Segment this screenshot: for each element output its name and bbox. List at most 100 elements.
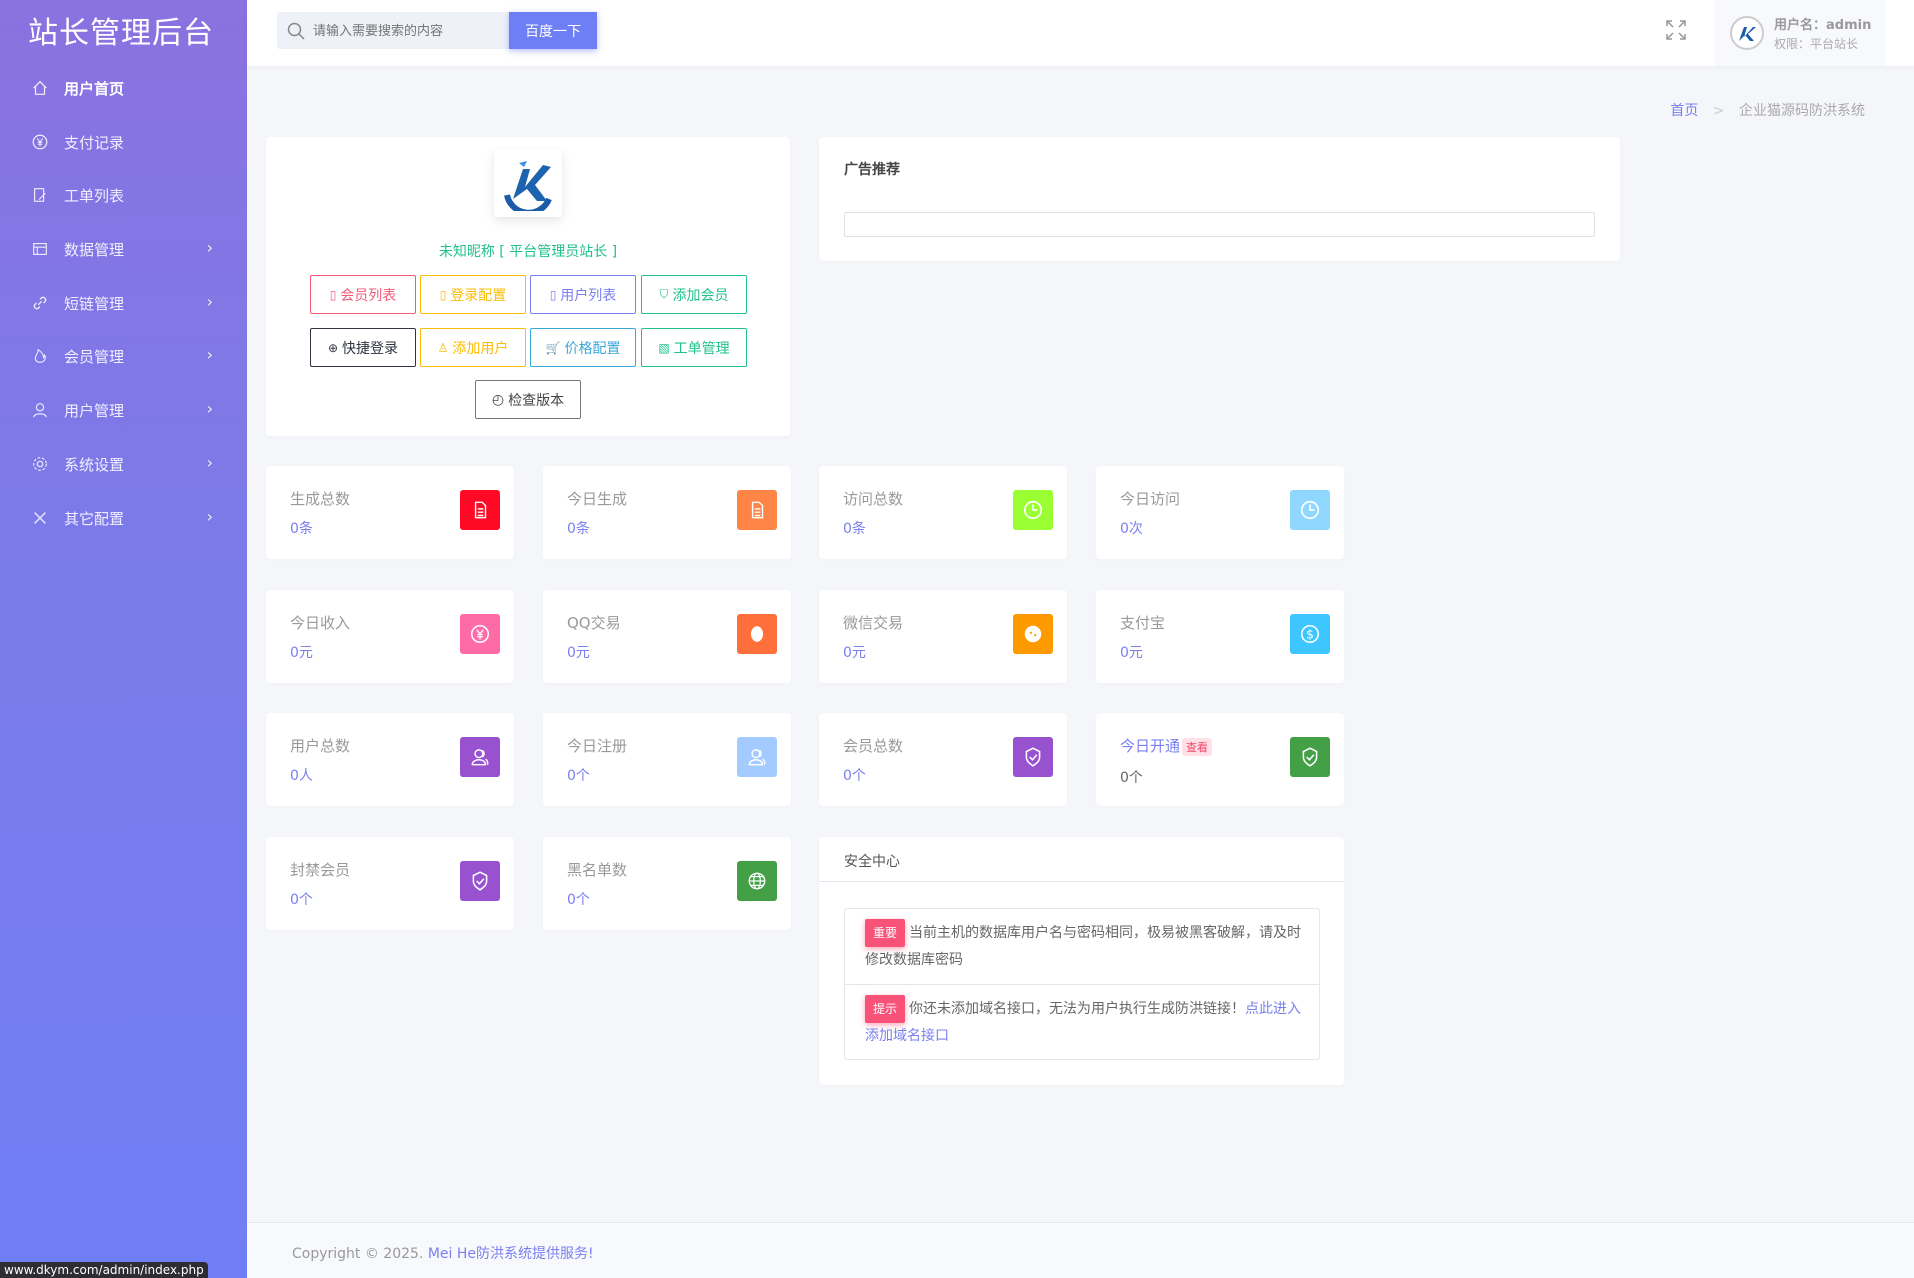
stat-card: 今日收入 0元 [266,590,514,683]
stat-value: 0人 [290,768,313,784]
stat-label: 今日注册 [567,735,627,756]
quick-button-label: 登录配置 [450,286,507,303]
yen-icon [460,614,500,654]
quick-button-label: 价格配置 [564,339,621,356]
copyright-text: Copyright © 2025. [292,1246,424,1262]
stat-card: 会员总数 0个 [819,713,1067,806]
user-icon: ♙ [437,340,449,355]
stat-label-text: 今日注册 [567,737,628,755]
stat-label-text: 用户总数 [290,737,351,755]
search-box [277,12,509,49]
stat-card: 封禁会员 0个 [266,837,514,930]
stat-label: 封禁会员 [290,859,350,880]
stat-value: 0个 [567,892,590,908]
stat-label-text: 会员总数 [843,737,904,755]
quick-button-label: 快捷登录 [342,339,399,356]
stat-label: 今日访问 [1120,488,1180,509]
check-version-button[interactable]: ◴ 检查版本 [475,380,581,419]
sidebar-item-label: 短链管理 [64,294,125,313]
stat-value: 0条 [290,521,313,537]
quick-button-0[interactable]: ▯ 会员列表 [310,275,416,314]
stat-label: 生成总数 [290,488,350,509]
fire-icon [30,346,50,366]
shield-check-icon: ⛉ [659,287,669,301]
avatar [1730,16,1764,50]
chevron-right-icon: › [206,507,213,526]
stat-label: 今日收入 [290,612,350,633]
fullscreen-icon[interactable] [1664,18,1688,42]
stat-value: 0个 [567,768,590,784]
profile-card: 未知昵称 [ 平台管理员站长 ] ▯ 会员列表 ▯ 登录配置 ▯ 用户列表 ⛉ 添加会员 ⊕ 快捷… [266,137,790,436]
stat-label-text: 今日访问 [1120,490,1181,508]
quick-button-2[interactable]: ▯ 用户列表 [530,275,636,314]
sidebar-item-label: 数据管理 [64,240,125,259]
sidebar-item-6[interactable]: 用户管理 › [0,385,247,435]
sidebar: 站长管理后台 用户首页 支付记录 工单列表 数据管理 › 短链管理 › 会员管理 › 用户管理 › 系… [0,0,247,1278]
sidebar-item-0[interactable]: 用户首页 [0,63,247,113]
user-icon [30,400,50,420]
sidebar-item-3[interactable]: 数据管理 › [0,224,247,274]
breadcrumb-home[interactable]: 首页 [1670,103,1699,119]
stat-card: 微信交易 0元 [819,590,1067,683]
stat-card: 黑名单数 0个 [543,837,791,930]
stat-label: 访问总数 [843,488,903,509]
quick-button-6[interactable]: 🛒 价格配置 [530,328,636,367]
home-icon [30,78,50,98]
stat-card: QQ交易 0元 [543,590,791,683]
important-badge: 重要 [865,919,906,947]
quick-button-3[interactable]: ⛉ 添加会员 [641,275,747,314]
stat-label-text: 黑名单数 [567,861,628,879]
chevron-right-icon: › [206,453,213,472]
footer-link[interactable]: Mei He防洪系统提供服务! [427,1246,594,1262]
quick-button-4[interactable]: ⊕ 快捷登录 [310,328,416,367]
tip-badge: 提示 [865,995,906,1023]
chevron-right-icon: › [206,345,213,364]
brand-title: 站长管理后台 [28,16,214,51]
stat-label: 今日生成 [567,488,627,509]
chevron-right-icon: › [206,399,213,418]
user-menu[interactable]: 用户名：admin 权限：平台站长 [1715,0,1886,66]
stat-card: 今日注册 0个 [543,713,791,806]
stat-label-text: 封禁会员 [290,861,351,879]
status-bar-url: www.dkym.com/admin/index.php [0,1262,208,1278]
stat-label-text: 访问总数 [843,490,904,508]
view-tag[interactable]: 查看 [1182,737,1213,756]
search-button[interactable]: 百度一下 [509,12,597,49]
shield-check-icon [460,861,500,901]
sidebar-item-8[interactable]: 其它配置 › [0,493,247,543]
breadcrumb-current: 企业猫源码防洪系统 [1739,103,1865,119]
sidebar-item-label: 支付记录 [64,133,125,152]
document-icon: ▯ [439,287,447,302]
stat-label-text: 微信交易 [843,614,904,632]
stat-card: 今日生成 0条 [543,466,791,559]
quick-button-7[interactable]: ▧ 工单管理 [641,328,747,367]
sidebar-item-5[interactable]: 会员管理 › [0,331,247,381]
quick-button-label: 会员列表 [340,286,397,303]
document-icon [460,490,500,530]
quick-button-1[interactable]: ▯ 登录配置 [420,275,526,314]
search-input[interactable] [313,23,493,38]
divider [845,984,1319,985]
sidebar-item-2[interactable]: 工单列表 [0,170,247,220]
stat-card: 访问总数 0条 [819,466,1067,559]
plus-circle-icon: ⊕ [327,340,339,355]
shield-check-icon [1013,737,1053,777]
breadcrumb-separator: > [1712,103,1725,119]
add-domain-link[interactable]: 点此进入添加域名接口 [865,1001,1302,1044]
chevron-right-icon: › [206,238,213,257]
users-icon [460,737,500,777]
quick-button-label: 用户列表 [560,286,617,303]
quick-button-5[interactable]: ♙ 添加用户 [420,328,526,367]
sidebar-item-4[interactable]: 短链管理 › [0,278,247,328]
stat-card: 今日访问 0次 [1096,466,1344,559]
globe-icon [737,861,777,901]
sidebar-item-7[interactable]: 系统设置 › [0,439,247,489]
stat-label[interactable]: 今日开通 查看 [1120,735,1213,756]
clock-icon [1013,490,1053,530]
dollar-icon: $ [1290,614,1330,654]
stat-label-text: 今日收入 [290,614,351,632]
stat-value: 0元 [567,645,590,661]
sidebar-item-label: 其它配置 [64,509,125,528]
footer: Copyright © 2025. Mei He防洪系统提供服务! [247,1222,1914,1278]
sidebar-item-1[interactable]: 支付记录 [0,117,247,167]
